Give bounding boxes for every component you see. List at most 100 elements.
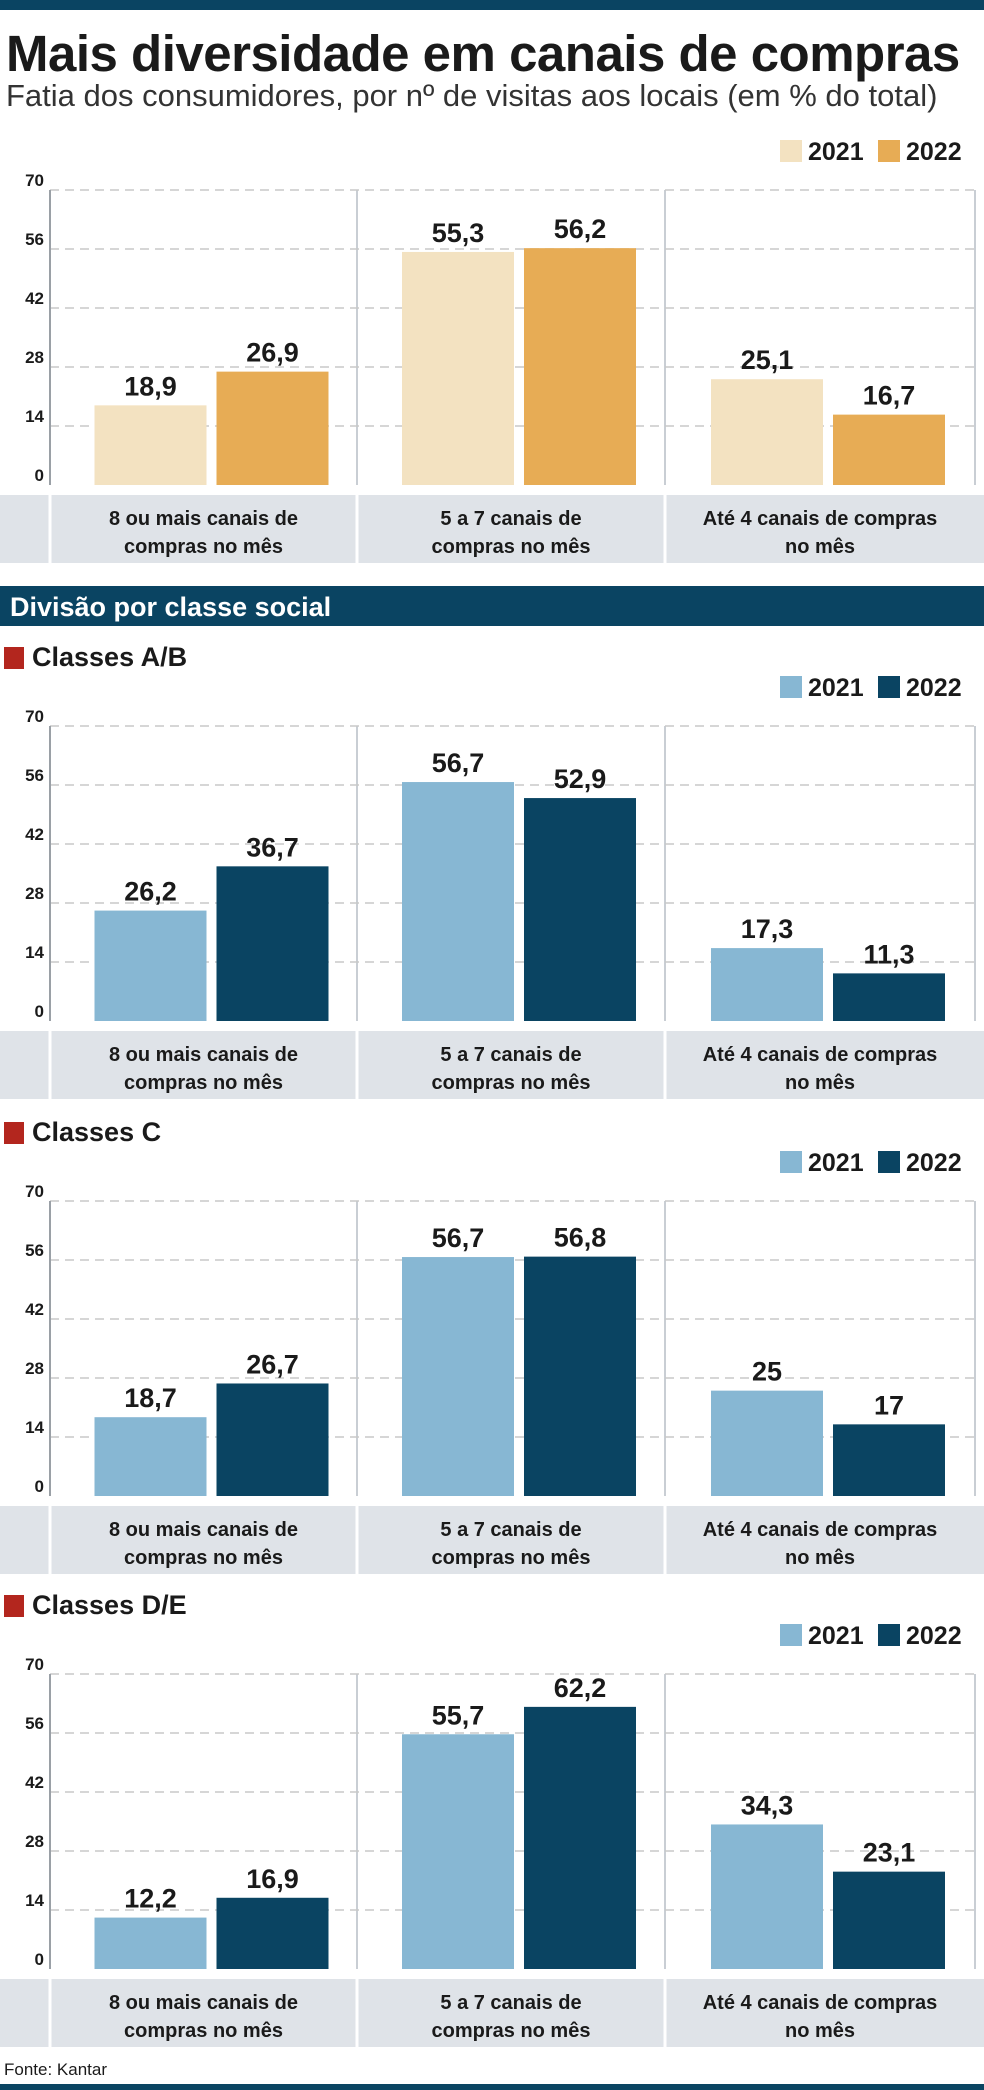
category-label: compras no mês [432, 1072, 591, 1094]
bar-2022 [833, 414, 945, 485]
y-tick-label: 28 [25, 1832, 44, 1851]
legend-swatch-2021 [780, 1151, 802, 1173]
y-tick-label: 0 [35, 1950, 44, 1969]
bar-value-label: 25 [752, 1357, 782, 1387]
bar-value-label: 16,9 [246, 1864, 299, 1894]
category-label: 8 ou mais canais de [109, 1044, 298, 1066]
legend-label: 2021 [808, 140, 864, 166]
bar-value-label: 56,7 [432, 1223, 485, 1253]
bar-2022 [833, 1424, 945, 1496]
bar-value-label: 23,1 [863, 1838, 916, 1868]
y-tick-label: 14 [25, 1891, 44, 1910]
category-label: compras no mês [124, 1547, 283, 1569]
bar-value-label: 36,7 [246, 832, 299, 862]
top-rule [0, 0, 984, 10]
y-tick-label: 42 [25, 1773, 44, 1792]
y-tick-label: 70 [25, 1655, 44, 1674]
legend-swatch-2022 [878, 676, 900, 698]
y-tick-label: 0 [35, 466, 44, 485]
bar-value-label: 26,2 [124, 877, 177, 907]
category-label: compras no mês [432, 536, 591, 558]
legend-swatch-2022 [878, 1151, 900, 1173]
bar-value-label: 55,3 [432, 218, 485, 248]
legend-label: 2022 [906, 676, 962, 702]
category-label: no mês [785, 1072, 855, 1094]
page-title: Mais diversidade em canais de compras [6, 25, 960, 82]
y-tick-label: 42 [25, 289, 44, 308]
bottom-rule [0, 2084, 984, 2090]
legend-label: 2021 [808, 1151, 864, 1177]
y-tick-label: 28 [25, 348, 44, 367]
category-label: no mês [785, 536, 855, 558]
bar-value-label: 26,9 [246, 338, 299, 368]
y-tick-label: 14 [25, 1418, 44, 1437]
bar-2022 [833, 973, 945, 1021]
panel-heading-label: Classes A/B [32, 642, 188, 672]
bar-value-label: 18,7 [124, 1383, 177, 1413]
category-label: 8 ou mais canais de [109, 1992, 298, 2014]
section-bar: Divisão por classe social [0, 586, 984, 626]
category-label: compras no mês [124, 2020, 283, 2042]
y-tick-label: 42 [25, 1300, 44, 1319]
bar-2021 [402, 1734, 514, 1969]
bar-value-label: 56,2 [554, 214, 607, 244]
bar-2022 [216, 866, 329, 1021]
y-tick-label: 28 [25, 884, 44, 903]
y-tick-label: 56 [25, 766, 44, 785]
legend-label: 2022 [906, 1624, 962, 1650]
y-tick-label: 56 [25, 230, 44, 249]
category-label: Até 4 canais de compras [703, 1044, 938, 1066]
bar-2022 [524, 1256, 636, 1496]
category-label: 8 ou mais canais de [109, 508, 298, 530]
bar-2021 [711, 379, 823, 485]
page-subtitle: Fatia dos consumidores, por nº de visita… [6, 78, 938, 113]
y-tick-label: 14 [25, 407, 44, 426]
red-square-marker [4, 1122, 24, 1144]
bar-2022 [833, 1871, 945, 1969]
category-label: Até 4 canais de compras [703, 1992, 938, 2014]
category-label: 5 a 7 canais de [440, 1044, 581, 1066]
legend-swatch-2022 [878, 1624, 900, 1646]
y-tick-label: 0 [35, 1002, 44, 1021]
y-tick-label: 0 [35, 1477, 44, 1496]
bar-value-label: 12,2 [124, 1884, 177, 1914]
bar-2022 [216, 371, 329, 485]
bar-value-label: 25,1 [741, 345, 794, 375]
category-label: 5 a 7 canais de [440, 1992, 581, 2014]
bar-value-label: 17,3 [741, 914, 794, 944]
category-label: compras no mês [124, 1072, 283, 1094]
legend-label: 2021 [808, 1624, 864, 1650]
red-square-marker [4, 1595, 24, 1617]
bar-value-label: 16,7 [863, 381, 916, 411]
category-label: 5 a 7 canais de [440, 508, 581, 530]
category-label: no mês [785, 2020, 855, 2042]
category-label: Até 4 canais de compras [703, 1519, 938, 1541]
chart-classes-de: 0 14 28 42 56 70 12,2 16,9 8 ou mais canais de co… [0, 1624, 984, 2054]
chart-total: 0 14 28 42 56 70 18,9 26,9 8 ou mais canais de co… [0, 140, 984, 570]
legend-swatch-2021 [780, 676, 802, 698]
category-band [0, 1979, 984, 2047]
bar-2021 [94, 1917, 207, 1969]
bar-2022 [216, 1897, 329, 1969]
bar-2022 [216, 1383, 329, 1496]
bar-value-label: 34,3 [741, 1790, 794, 1820]
category-band [0, 1506, 984, 1574]
panel-heading-label: Classes C [32, 1117, 162, 1147]
bar-2021 [711, 1390, 823, 1496]
chart-classes-ab: 0 14 28 42 56 70 26,2 36,7 8 ou mais canais de co… [0, 676, 984, 1106]
chart-classes-c: 0 14 28 42 56 70 18,7 26,7 8 ou mais canais de co… [0, 1151, 984, 1581]
category-label: Até 4 canais de compras [703, 508, 938, 530]
bar-value-label: 56,8 [554, 1223, 607, 1253]
bar-2021 [94, 1417, 207, 1496]
bar-2021 [711, 948, 823, 1021]
y-tick-label: 70 [25, 171, 44, 190]
bar-2021 [94, 910, 207, 1021]
bar-2022 [524, 1706, 636, 1969]
bar-2021 [711, 1824, 823, 1969]
bar-value-label: 18,9 [124, 371, 177, 401]
category-label: no mês [785, 1547, 855, 1569]
legend-label: 2021 [808, 676, 864, 702]
bar-value-label: 26,7 [246, 1349, 299, 1379]
category-label: compras no mês [124, 536, 283, 558]
bar-2022 [524, 798, 636, 1021]
